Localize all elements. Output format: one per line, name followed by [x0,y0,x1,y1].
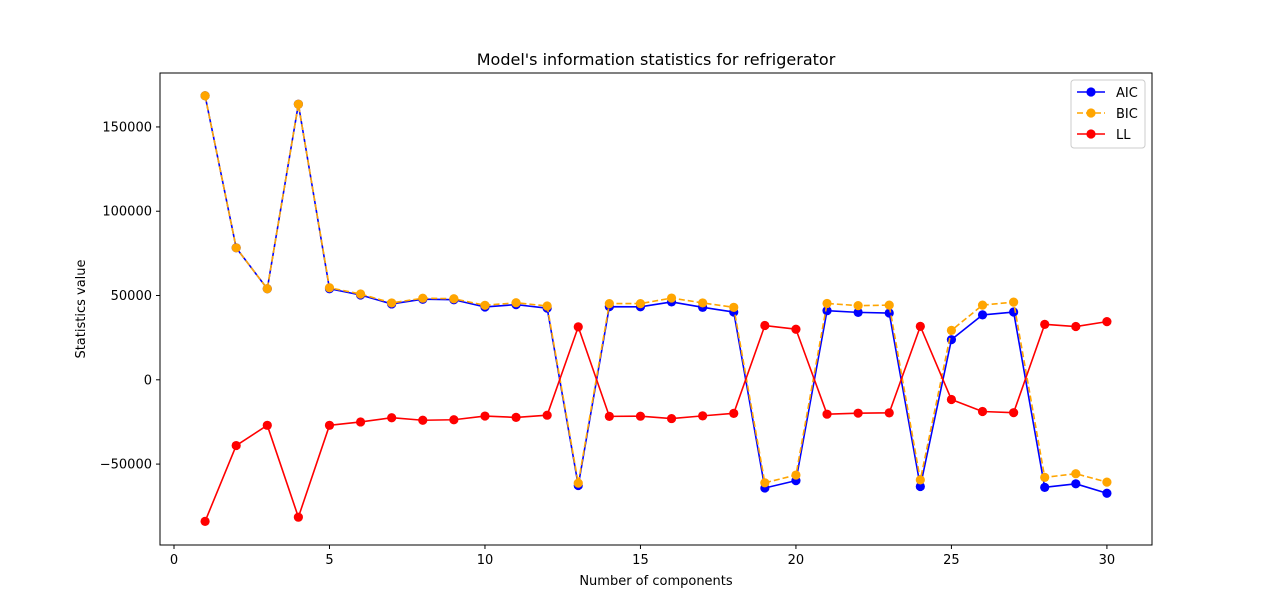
ll-point [977,406,988,417]
bic-point [915,475,925,485]
bic-point [200,91,210,101]
aic-point [1102,488,1112,498]
ll-point [729,408,739,418]
plot-area [200,91,1112,527]
x-axis: 0 5 10 15 20 25 30 [170,545,1115,568]
bic-point [449,294,459,304]
legend-aic-marker [1086,87,1096,97]
aic-point [853,307,863,317]
legend-bic-label: BIC [1116,107,1138,122]
aic-series-line [204,95,1108,495]
bic-point [822,298,832,309]
bic-series-line [204,95,1108,484]
ll-point [1009,408,1019,418]
ll-point [573,322,583,332]
bic-point [1102,477,1112,487]
bic-point [231,243,241,253]
ll-point [884,408,894,418]
ll-point [946,394,957,405]
ll-point [1102,317,1112,327]
ll-point [635,411,646,421]
ll-point [666,413,677,424]
ll-point [387,413,397,423]
bic-point [884,300,894,310]
bic-point [387,298,397,308]
bic-point [1071,469,1081,479]
x-tick-label: 10 [477,553,494,568]
x-axis-label: Number of components [579,574,733,589]
x-tick-label: 5 [325,553,333,568]
bic-point [324,283,335,293]
y-tick-label: 100000 [102,205,152,220]
ll-series-line [204,320,1108,522]
aic-point [884,308,894,318]
ll-point [511,412,521,422]
legend-bic-marker [1086,108,1096,118]
bic-point [946,325,957,336]
x-tick-label: 15 [632,553,649,568]
y-tick-label: 50000 [111,289,152,304]
aic-point [1071,479,1081,489]
ll-point [231,440,241,451]
bic-point [791,470,801,480]
ll-point [293,512,303,522]
bic-point [977,300,988,310]
bic-point [573,478,583,488]
bic-point [760,478,770,488]
bic-point [666,293,677,303]
bic-point [511,298,521,308]
aic-point [822,306,832,316]
x-tick-label: 30 [1099,553,1116,568]
ll-point [449,415,459,425]
aic-point [1009,307,1019,317]
bic-point [1040,472,1050,483]
y-axis-label: Statistics value [74,259,89,358]
y-tick-label: 0 [144,373,152,388]
y-axis: −50000 0 50000 100000 150000 [100,120,160,473]
x-tick-label: 20 [788,553,805,568]
ll-point [1071,321,1081,332]
y-tick-label: 150000 [102,120,152,135]
ll-point [1040,319,1050,329]
ll-point [604,411,614,421]
bic-point [1009,297,1019,307]
axes-frame [159,72,1153,546]
ll-point [262,420,272,430]
ll-point [853,408,863,418]
bic-point [262,284,272,294]
bic-point [418,293,428,303]
legend-ll-label: LL [1116,128,1131,143]
ll-point [542,410,552,420]
ll-point [480,411,490,421]
aic-point [1040,482,1050,492]
bic-point [635,299,646,309]
bic-point [604,299,614,309]
bic-point [355,289,366,299]
x-tick-label: 25 [943,553,960,568]
bic-point [293,99,303,109]
y-tick-label: −50000 [100,458,152,473]
aic-point [977,310,988,320]
ll-point [355,417,366,427]
ll-point [791,324,801,334]
ll-point [698,411,708,421]
ll-point [822,409,832,419]
legend-aic-label: AIC [1116,86,1138,101]
ll-point [324,420,335,430]
ll-point [200,516,210,527]
ll-point [915,321,925,331]
ll-point [760,320,770,331]
x-tick-label: 0 [170,553,178,568]
bic-point [480,300,490,310]
ll-point [418,415,428,425]
aic-point [915,481,925,492]
legend: AIC BIC LL [1070,79,1146,149]
chart-title: Model's information statistics for refri… [477,50,836,69]
bic-point [729,302,739,312]
bic-point [698,298,708,308]
legend-ll-marker [1086,129,1096,139]
bic-point [542,301,552,311]
bic-point [853,301,863,311]
